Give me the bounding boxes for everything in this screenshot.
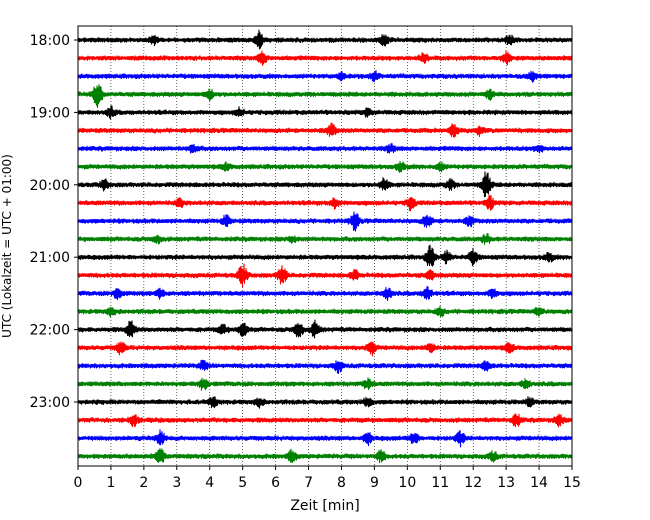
y-tick-label: 22:00: [30, 323, 70, 339]
plot-frame: [77, 25, 573, 467]
x-tick-label: 5: [238, 475, 247, 491]
x-tick-label: 8: [337, 475, 346, 491]
grid-lines: [110, 26, 540, 466]
seismic-trace: [77, 105, 573, 120]
seismic-trace: [77, 359, 573, 375]
seismic-trace: [77, 244, 573, 267]
y-tick-label: 21:00: [30, 250, 70, 266]
seismic-trace: [77, 84, 573, 109]
x-tick-label: 12: [464, 475, 482, 491]
seismic-trace: [77, 448, 573, 464]
seismic-trace: [77, 70, 573, 83]
seismic-trace: [77, 377, 573, 391]
seismic-trace: [77, 319, 573, 339]
seismic-trace: [77, 142, 573, 154]
x-tick-label: 0: [74, 475, 83, 491]
seismic-trace: [77, 160, 573, 173]
seismic-trace: [77, 286, 573, 302]
x-tick-label: 6: [271, 475, 280, 491]
seismic-trace: [77, 211, 573, 232]
seismic-trace: [77, 29, 573, 50]
x-tick-label: 4: [205, 475, 214, 491]
x-tick-label: 2: [139, 475, 148, 491]
seismic-trace: [77, 233, 573, 245]
y-tick-label: 19:00: [30, 105, 70, 121]
x-tick-label: 15: [563, 475, 581, 491]
x-tick-label: 3: [172, 475, 181, 491]
y-axis-title: UTC (Lokalzeit = UTC + 01:00): [0, 154, 14, 338]
x-tick-label: 11: [431, 475, 449, 491]
x-tick-label: 7: [304, 475, 313, 491]
y-tick-label: 23:00: [30, 395, 70, 411]
x-tick-label: 1: [106, 475, 115, 491]
seismic-trace: [77, 305, 573, 318]
seismic-traces: [77, 29, 573, 464]
x-tick-label: 10: [398, 475, 416, 491]
seismic-trace: [77, 341, 573, 357]
y-axis-ticks: 18:00 19:00 20:00 21:00 22:00 23:00: [30, 33, 78, 411]
seismic-trace: [77, 429, 573, 448]
seismic-trace: [77, 171, 573, 198]
seismic-trace: [77, 50, 573, 66]
x-tick-label: 9: [370, 475, 379, 491]
seismic-trace: [77, 122, 573, 138]
seismic-trace: [77, 413, 573, 428]
x-tick-label: 13: [497, 475, 515, 491]
y-tick-label: 20:00: [30, 178, 70, 194]
x-axis-ticks: 0 1 2 3 4 5 6 7 8 9 10 11 12 13 14 15: [74, 466, 581, 491]
x-axis-title: Zeit [min]: [290, 498, 359, 514]
y-tick-label: 18:00: [30, 33, 70, 49]
seismic-trace: [77, 194, 573, 212]
x-tick-label: 14: [530, 475, 548, 491]
seismic-trace: [77, 263, 573, 288]
seismic-trace: [77, 396, 573, 409]
